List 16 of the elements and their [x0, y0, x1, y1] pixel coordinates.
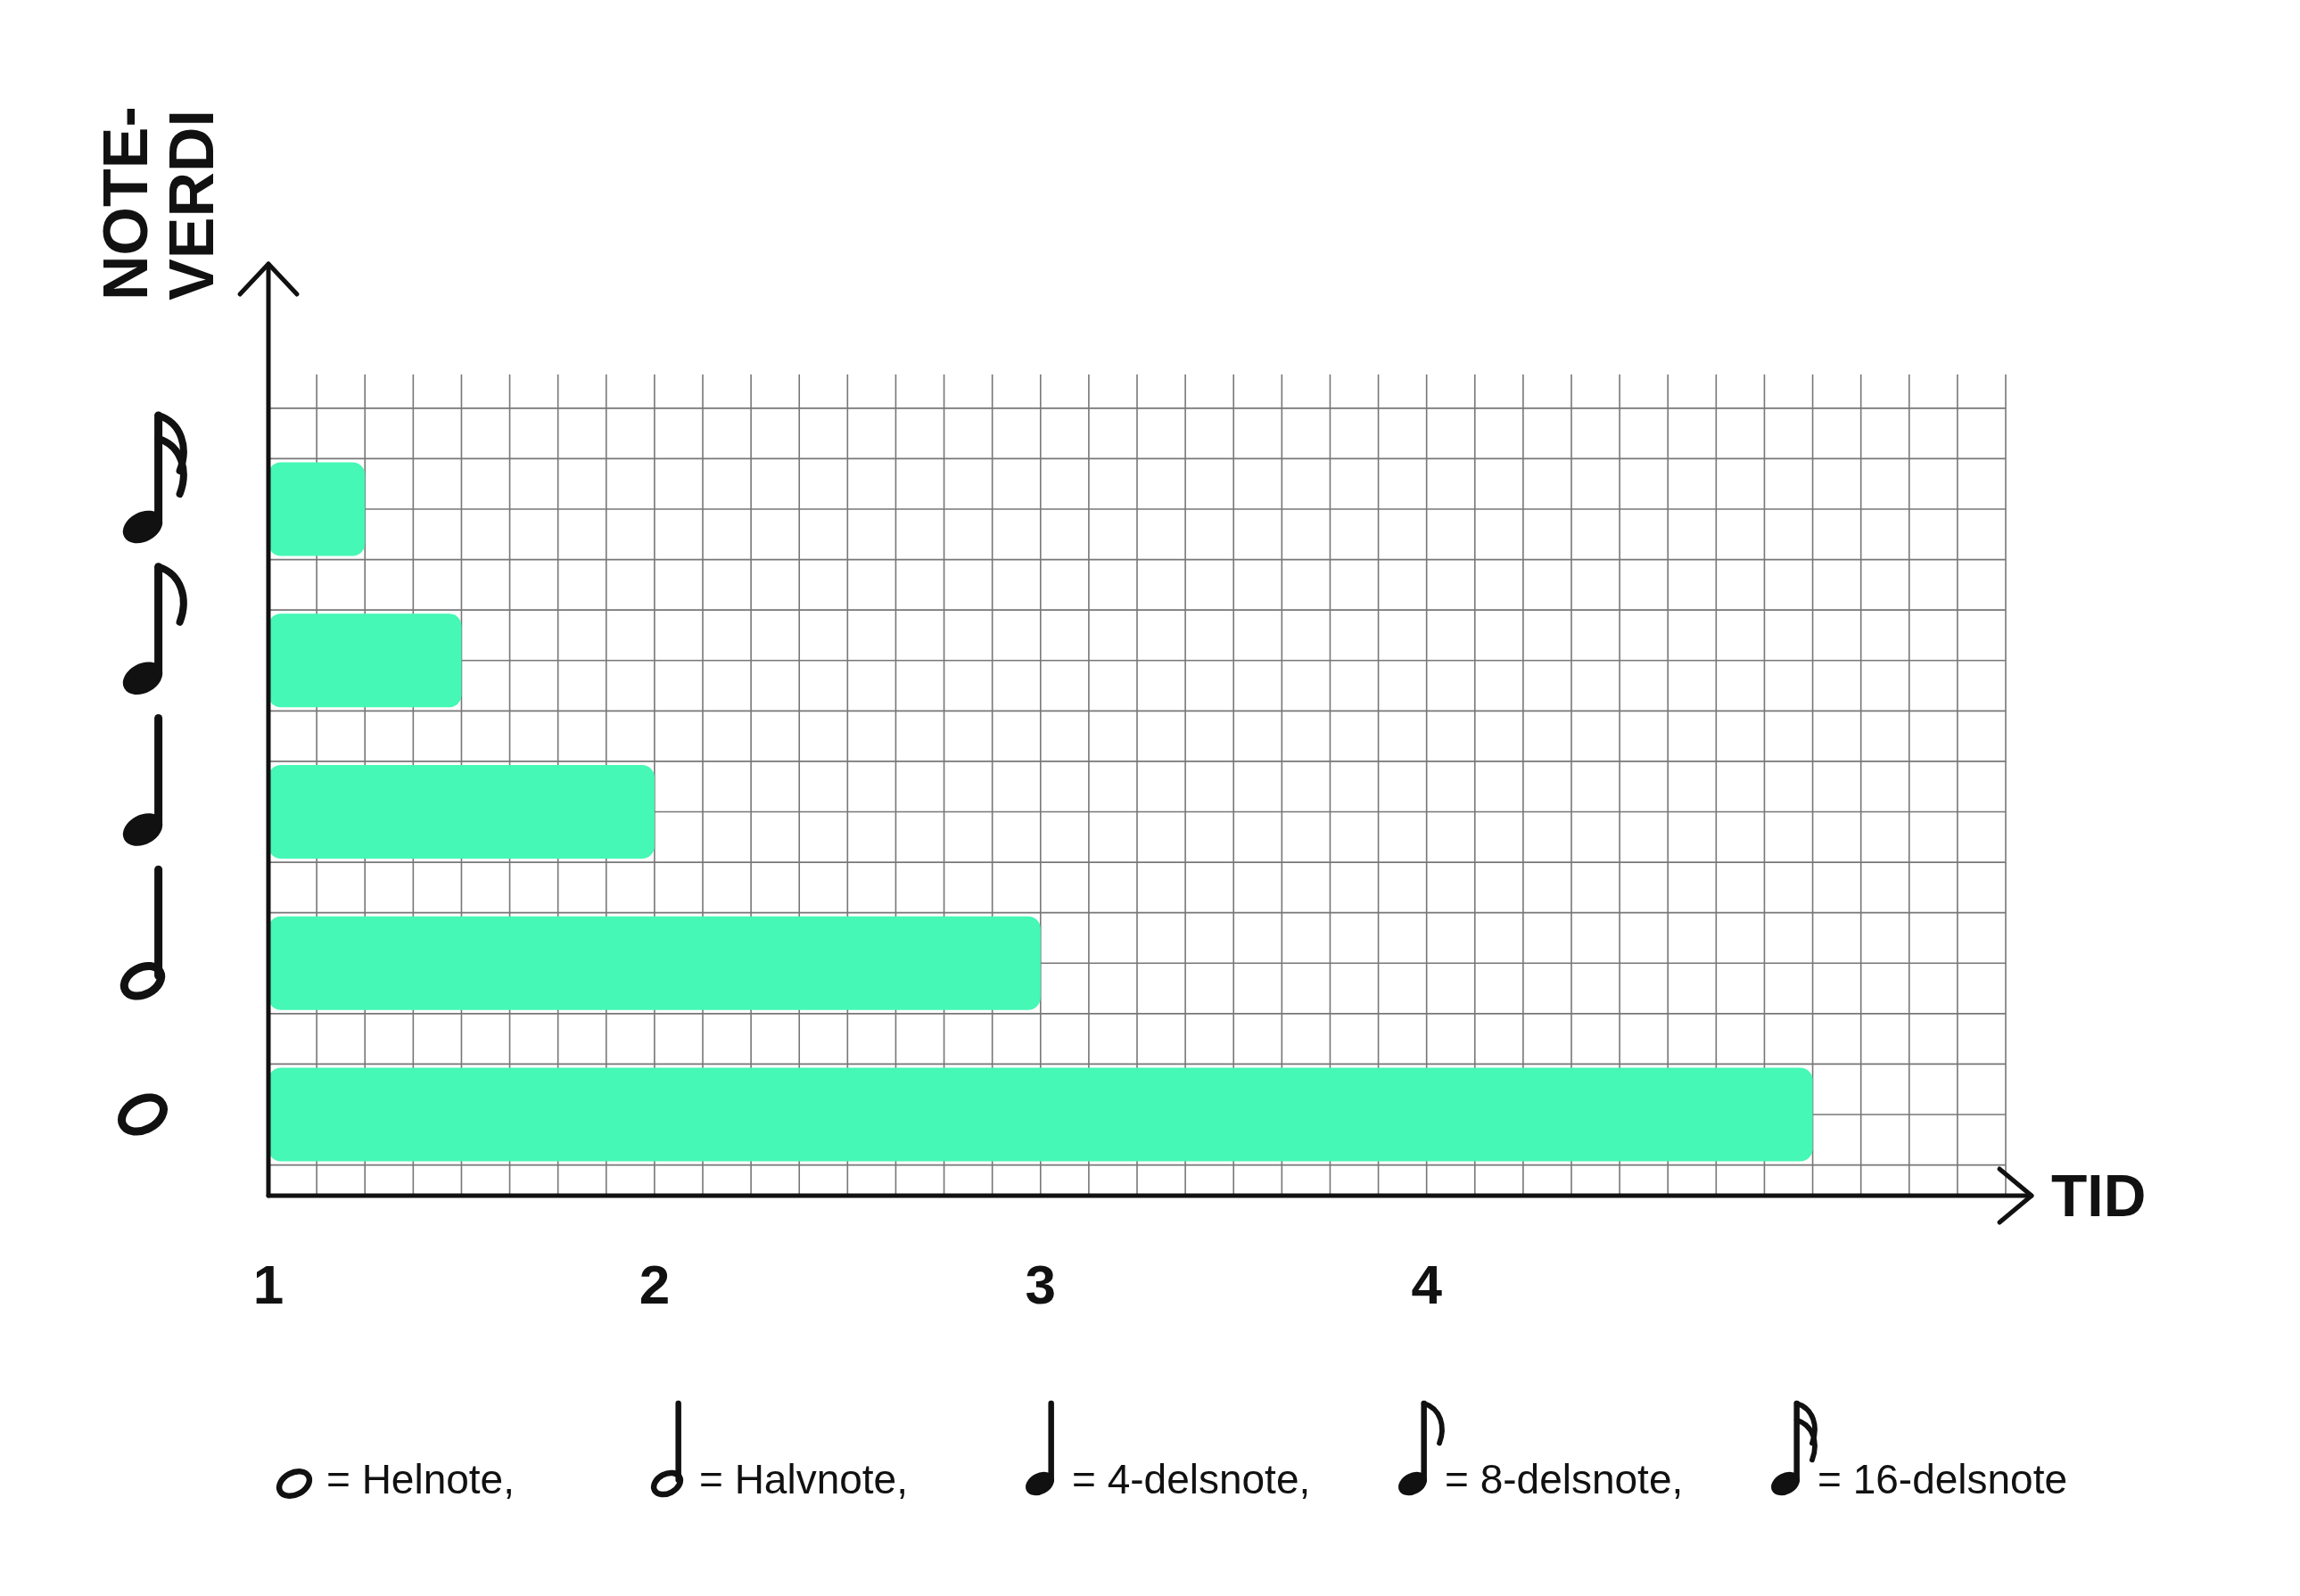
text: = 8-delsnote, [1445, 1456, 1684, 1502]
bar [268, 613, 462, 708]
x-axis-title: TID [2051, 1163, 2147, 1229]
bar [268, 1067, 1813, 1162]
y-axis-title: NOTE-VERDI [91, 106, 227, 300]
x-tick-label: 2 [639, 1254, 671, 1315]
x-tick-label: 3 [1025, 1254, 1057, 1315]
bar [268, 462, 366, 556]
text: = Helnote, [326, 1456, 515, 1502]
bar [268, 916, 1041, 1010]
text: = Halvnote, [699, 1456, 908, 1502]
text: = 16-delsnote [1818, 1456, 2068, 1502]
text: = 4-delsnote, [1072, 1456, 1311, 1502]
x-tick-label: 1 [252, 1254, 284, 1315]
bar [268, 764, 655, 860]
x-tick-label: 4 [1411, 1254, 1443, 1315]
